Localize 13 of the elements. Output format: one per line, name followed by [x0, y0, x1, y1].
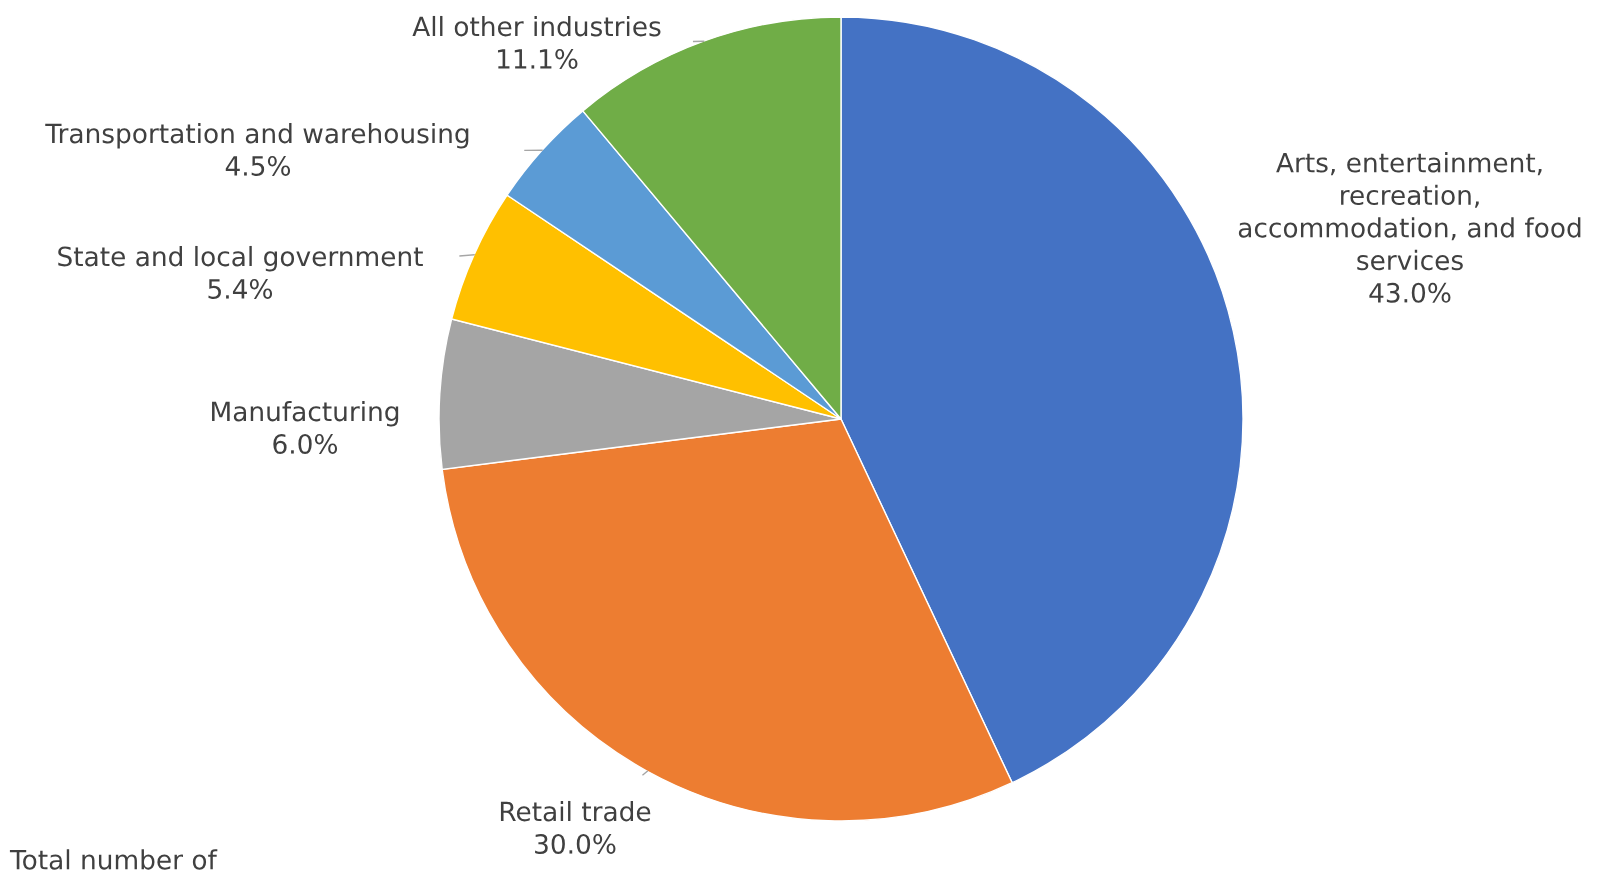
slice-label: All other industries: [412, 15, 661, 37]
slice-label: Transportation and warehousing: [45, 122, 469, 149]
slice-label: Arts, entertainment, recreation, accommodation, and food services: [1238, 152, 1581, 271]
data-label: 4.5%: [225, 155, 291, 176]
data-label: 11.1%: [497, 48, 578, 69]
data-label: 43.0%: [1369, 282, 1451, 303]
data-label: 5.4%: [208, 278, 273, 299]
text: Total number of: [9, 849, 218, 870]
slice-label: Retail trade: [500, 800, 651, 822]
slice-label: Manufacturing: [212, 400, 399, 427]
data-label: 6.0%: [273, 433, 338, 454]
slice-label: State and local government: [58, 245, 423, 272]
data-label: 30.0%: [535, 833, 616, 854]
